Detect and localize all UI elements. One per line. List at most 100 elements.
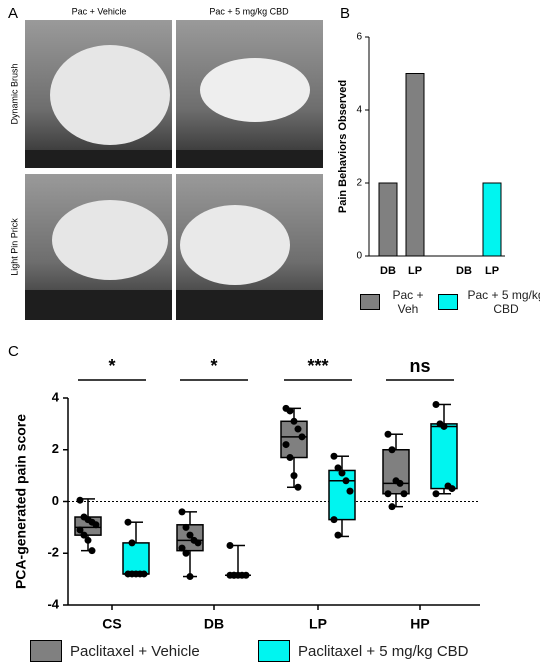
legend-label: Paclitaxel + Vehicle xyxy=(70,642,200,660)
data-point xyxy=(92,521,100,529)
row-label: Dynamic Brush xyxy=(9,63,19,124)
x-tick-label: HP xyxy=(410,616,429,632)
data-point xyxy=(182,549,190,557)
data-point xyxy=(178,508,186,516)
data-point xyxy=(298,433,306,441)
legend-label: Paclitaxel + 5 mg/kg CBD xyxy=(298,642,469,660)
panel-label: B xyxy=(340,5,350,22)
data-point xyxy=(294,425,302,433)
data-point xyxy=(384,430,392,438)
data-point xyxy=(76,496,84,504)
data-point xyxy=(186,573,194,581)
x-tick-label: LP xyxy=(309,616,327,632)
data-point xyxy=(432,400,440,408)
data-point xyxy=(388,446,396,454)
photo-grid xyxy=(25,20,323,320)
data-point xyxy=(338,469,346,477)
x-tick-label: DB xyxy=(456,265,472,277)
bar xyxy=(482,182,502,257)
data-point xyxy=(290,417,298,425)
y-tick-label: 4 xyxy=(52,389,60,404)
legend-item: Pac + 5 mg/kg CBD xyxy=(438,288,540,316)
data-point xyxy=(334,531,342,539)
x-tick-label: LP xyxy=(485,265,499,277)
data-point xyxy=(282,441,290,449)
data-point xyxy=(384,490,392,498)
legend-swatch xyxy=(360,294,380,310)
data-point xyxy=(448,485,456,493)
data-point xyxy=(286,454,294,462)
panel-label: C xyxy=(8,343,19,360)
data-point xyxy=(140,570,148,578)
significance-label: *** xyxy=(307,356,328,376)
data-point xyxy=(346,487,354,495)
y-axis-label: Pain Behaviors Observed xyxy=(337,80,349,213)
photo-floor xyxy=(25,150,172,168)
data-point xyxy=(440,422,448,430)
legend-item: Paclitaxel + Vehicle xyxy=(30,640,200,662)
data-point xyxy=(230,571,238,579)
data-point xyxy=(294,483,302,491)
y-tick-label: 4 xyxy=(356,105,362,116)
significance-label: * xyxy=(108,356,115,376)
y-tick-label: 6 xyxy=(356,32,362,43)
column-label: Pac + 5 mg/kg CBD xyxy=(209,6,289,16)
legend-swatch xyxy=(258,640,290,662)
legend-label: Pac + Veh xyxy=(392,288,424,316)
data-point xyxy=(124,518,132,526)
bar xyxy=(405,73,425,257)
photo-floor xyxy=(176,290,323,320)
data-point xyxy=(84,536,92,544)
data-point xyxy=(88,547,96,555)
data-point xyxy=(226,541,234,549)
row-label: Light Pin Prick xyxy=(9,218,19,276)
legend-swatch xyxy=(30,640,62,662)
bar xyxy=(378,182,398,257)
photo-subject xyxy=(200,58,310,122)
y-tick-label: 0 xyxy=(52,493,59,508)
y-tick-label: 0 xyxy=(356,251,362,262)
x-tick-label: DB xyxy=(204,616,224,632)
column-label: Pac + Vehicle xyxy=(72,6,127,16)
x-tick-label: LP xyxy=(408,265,422,277)
data-point xyxy=(80,531,88,539)
box xyxy=(382,449,410,495)
data-point xyxy=(186,531,194,539)
data-point xyxy=(242,571,250,579)
y-tick-label: -4 xyxy=(47,596,59,611)
data-point xyxy=(400,490,408,498)
legend-label: Pac + 5 mg/kg CBD xyxy=(467,288,540,316)
data-point xyxy=(330,516,338,524)
data-point xyxy=(290,472,298,480)
data-point xyxy=(334,464,342,472)
data-point xyxy=(194,539,202,547)
y-tick-label: -2 xyxy=(47,545,59,560)
y-axis-label: PCA-generated pain score xyxy=(13,414,29,589)
photo-floor xyxy=(176,150,323,168)
photo-subject xyxy=(50,45,170,145)
box xyxy=(430,423,458,490)
x-tick-label: CS xyxy=(102,616,121,632)
photo-subject xyxy=(180,205,290,285)
panel-label: A xyxy=(8,5,18,22)
significance-label: ns xyxy=(409,356,430,376)
data-point xyxy=(396,479,404,487)
data-point xyxy=(128,539,136,547)
box xyxy=(122,542,150,575)
significance-label: * xyxy=(210,356,217,376)
box xyxy=(328,469,356,521)
legend-swatch xyxy=(438,294,458,310)
photo-floor xyxy=(25,290,172,320)
data-point xyxy=(286,407,294,415)
data-point xyxy=(432,490,440,498)
data-point xyxy=(76,526,84,534)
data-point xyxy=(330,452,338,460)
legend-item: Paclitaxel + 5 mg/kg CBD xyxy=(258,640,469,662)
data-point xyxy=(388,503,396,511)
data-point xyxy=(182,523,190,531)
data-point xyxy=(128,570,136,578)
legend-item: Pac + Veh xyxy=(360,288,428,316)
y-tick-label: 2 xyxy=(356,178,362,189)
photo-subject xyxy=(52,200,168,280)
